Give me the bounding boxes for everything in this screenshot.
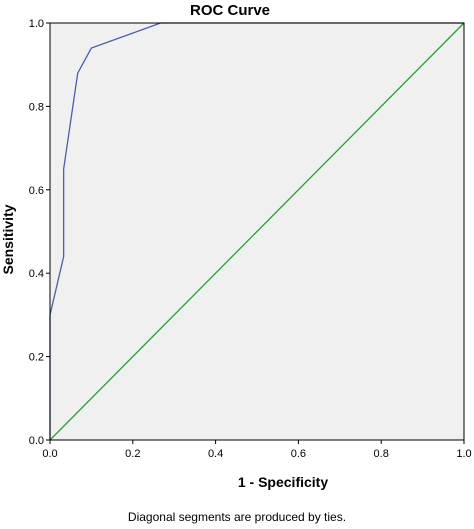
- y-tick-label: 0.6: [29, 185, 44, 197]
- x-tick-label: 0.8: [374, 448, 389, 460]
- y-tick-label: 1.0: [29, 18, 44, 30]
- plot-frame: [49, 22, 465, 441]
- x-tick-label: 0.0: [42, 448, 57, 460]
- x-tick-label: 0.4: [208, 448, 223, 460]
- footnote: Diagonal segments are produced by ties.: [127, 510, 347, 524]
- chart-title: ROC Curve: [190, 2, 270, 19]
- reference-diagonal-line: [49, 22, 465, 441]
- y-axis-ticks: 0.0 0.2 0.4 0.6 0.8 1.0: [29, 18, 50, 447]
- y-tick-label: 0.0: [29, 435, 44, 447]
- x-tick-label: 0.6: [291, 448, 306, 460]
- roc-chart: 0.0 0.2 0.4 0.6 0.8 1.0 0.0 0.2 0.4 0.6 0.8 1.0 RO…: [0, 2, 472, 490]
- y-tick-label: 0.4: [29, 268, 44, 280]
- x-axis-label: 1 - Specificity: [238, 474, 328, 490]
- x-axis-ticks: 0.0 0.2 0.4 0.6 0.8 1.0: [42, 440, 472, 460]
- y-tick-label: 0.8: [29, 101, 44, 113]
- y-axis-label: Sensitivity: [0, 204, 16, 274]
- y-tick-label: 0.2: [29, 352, 44, 364]
- x-tick-label: 1.0: [456, 448, 471, 460]
- x-tick-label: 0.2: [125, 448, 140, 460]
